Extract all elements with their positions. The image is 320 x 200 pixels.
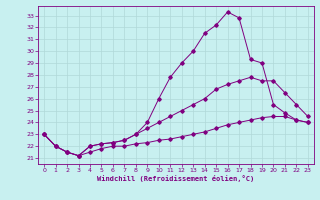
- X-axis label: Windchill (Refroidissement éolien,°C): Windchill (Refroidissement éolien,°C): [97, 175, 255, 182]
